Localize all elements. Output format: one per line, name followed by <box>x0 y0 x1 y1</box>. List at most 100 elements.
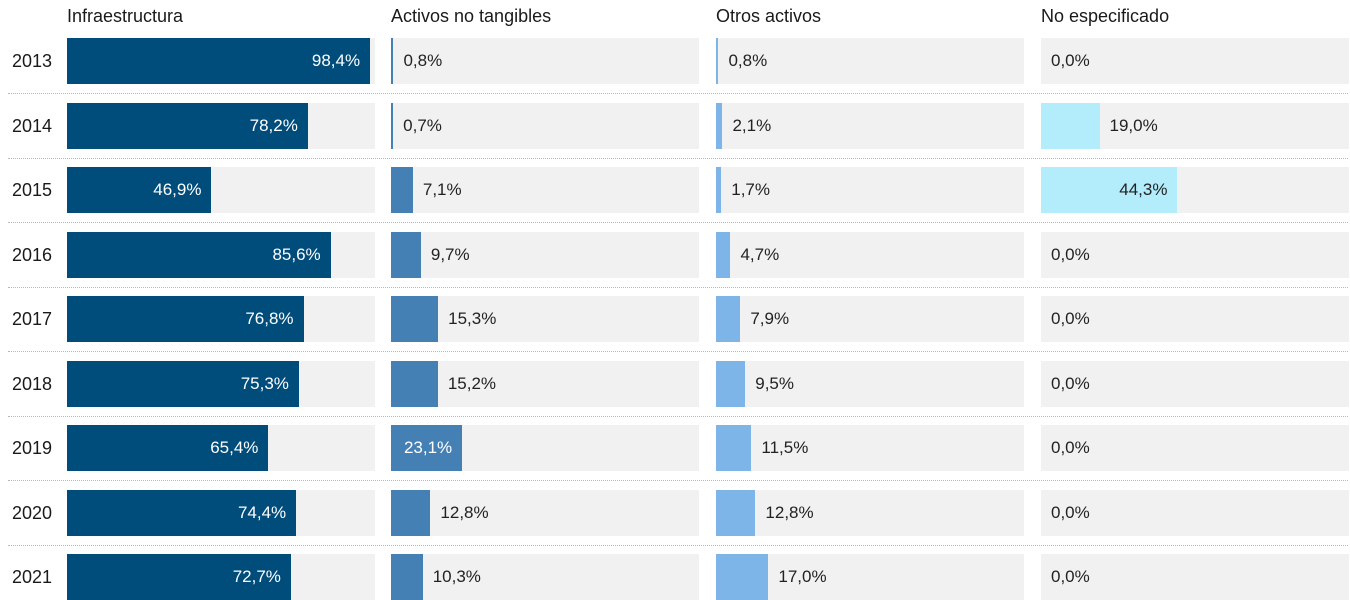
data-label: 23,1% <box>403 438 453 457</box>
column-header: Otros activos <box>716 6 822 26</box>
bar-track <box>1041 296 1349 342</box>
data-label: 74,4% <box>237 502 287 522</box>
data-label: 78,2% <box>249 115 298 135</box>
bar-track <box>716 360 1024 407</box>
bar-track <box>391 167 699 213</box>
row-separator <box>8 351 1348 352</box>
row-separator <box>8 222 1348 223</box>
data-label: 0,0% <box>1051 567 1090 586</box>
data-label: 15,3% <box>448 309 497 328</box>
row-label-year: 2014 <box>12 115 53 136</box>
bar-track <box>716 102 1024 149</box>
bar-track <box>391 296 699 342</box>
data-label: 12,8% <box>765 502 814 522</box>
bar <box>716 554 769 600</box>
row-label-year: 2020 <box>12 502 53 523</box>
data-label: 4,7% <box>740 244 780 264</box>
data-label: 75,3% <box>240 373 289 393</box>
column-header: Activos no tangibles <box>391 6 552 26</box>
data-label: 9,7% <box>430 244 470 264</box>
data-label: 98,4% <box>311 51 361 70</box>
row-label-year: 2019 <box>12 438 53 458</box>
bar-track <box>391 231 699 278</box>
data-label: 11,5% <box>761 438 809 457</box>
bar <box>391 554 423 600</box>
data-label: 7,9% <box>750 309 790 328</box>
bar <box>67 38 371 84</box>
bar <box>716 167 722 213</box>
bar-track <box>1041 489 1349 536</box>
bar <box>716 231 731 278</box>
bar <box>67 360 299 407</box>
row-label-year: 2018 <box>12 373 53 394</box>
data-label: 19,0% <box>1109 115 1158 135</box>
bar-track <box>1041 360 1349 407</box>
data-label: 1,7% <box>731 180 770 199</box>
row-separator <box>8 415 1348 417</box>
bar <box>716 38 719 84</box>
bar <box>1041 167 1178 213</box>
data-label: 65,4% <box>210 438 259 457</box>
bar <box>391 489 431 536</box>
bar <box>67 231 331 278</box>
bar-track <box>391 489 699 536</box>
data-label: 72,7% <box>232 567 281 586</box>
bar <box>67 296 304 342</box>
data-label: 0,0% <box>1051 244 1090 264</box>
bar <box>391 425 463 471</box>
row-separator <box>8 544 1348 546</box>
data-label: 2,1% <box>732 115 772 135</box>
bar <box>716 489 756 536</box>
bar-track <box>716 231 1024 278</box>
bar <box>391 38 394 84</box>
bar <box>716 296 741 342</box>
bar <box>391 231 421 278</box>
data-label: 0,8% <box>403 51 443 70</box>
data-label: 0,7% <box>403 115 442 135</box>
bar-track <box>1041 231 1349 278</box>
bar-track <box>1041 425 1349 471</box>
bar-track <box>1041 554 1349 600</box>
data-label: 0,0% <box>1051 309 1090 328</box>
row-label-year: 2016 <box>12 244 53 265</box>
bar <box>67 167 212 213</box>
data-label: 76,8% <box>245 309 294 328</box>
bar <box>391 296 439 342</box>
bar-track <box>716 167 1024 213</box>
row-separator <box>8 93 1348 94</box>
data-label: 15,2% <box>447 373 497 393</box>
bar <box>391 102 394 149</box>
data-label: 0,0% <box>1051 502 1090 522</box>
bar-track <box>716 489 1024 536</box>
row-label-year: 2017 <box>12 309 53 329</box>
bar <box>67 102 308 149</box>
data-label: 0,0% <box>1051 438 1090 457</box>
bar-track <box>716 296 1024 342</box>
bar-track <box>391 102 699 149</box>
data-label: 46,9% <box>153 180 202 199</box>
bar-track <box>716 38 1024 84</box>
row-label-year: 2021 <box>12 567 53 587</box>
column-header: No especificado <box>1041 6 1170 26</box>
row-separator <box>8 286 1348 288</box>
data-label: 0,8% <box>728 51 768 70</box>
bar <box>67 554 291 600</box>
row-separator <box>8 157 1348 159</box>
bar <box>716 102 723 149</box>
bar-track <box>391 360 699 407</box>
bar <box>67 489 297 536</box>
data-label: 9,5% <box>755 373 794 393</box>
bar-track <box>1041 38 1349 84</box>
data-label: 0,0% <box>1051 373 1090 393</box>
data-label: 17,0% <box>778 567 827 586</box>
bar <box>391 360 438 407</box>
bar <box>67 425 269 471</box>
bar <box>391 167 413 213</box>
row-label-year: 2015 <box>12 180 53 200</box>
data-label: 12,8% <box>440 502 489 522</box>
bar-track <box>391 38 699 84</box>
column-header: Infraestructura <box>67 6 184 26</box>
data-label: 85,6% <box>272 244 321 264</box>
data-label: 44,3% <box>1119 180 1168 199</box>
